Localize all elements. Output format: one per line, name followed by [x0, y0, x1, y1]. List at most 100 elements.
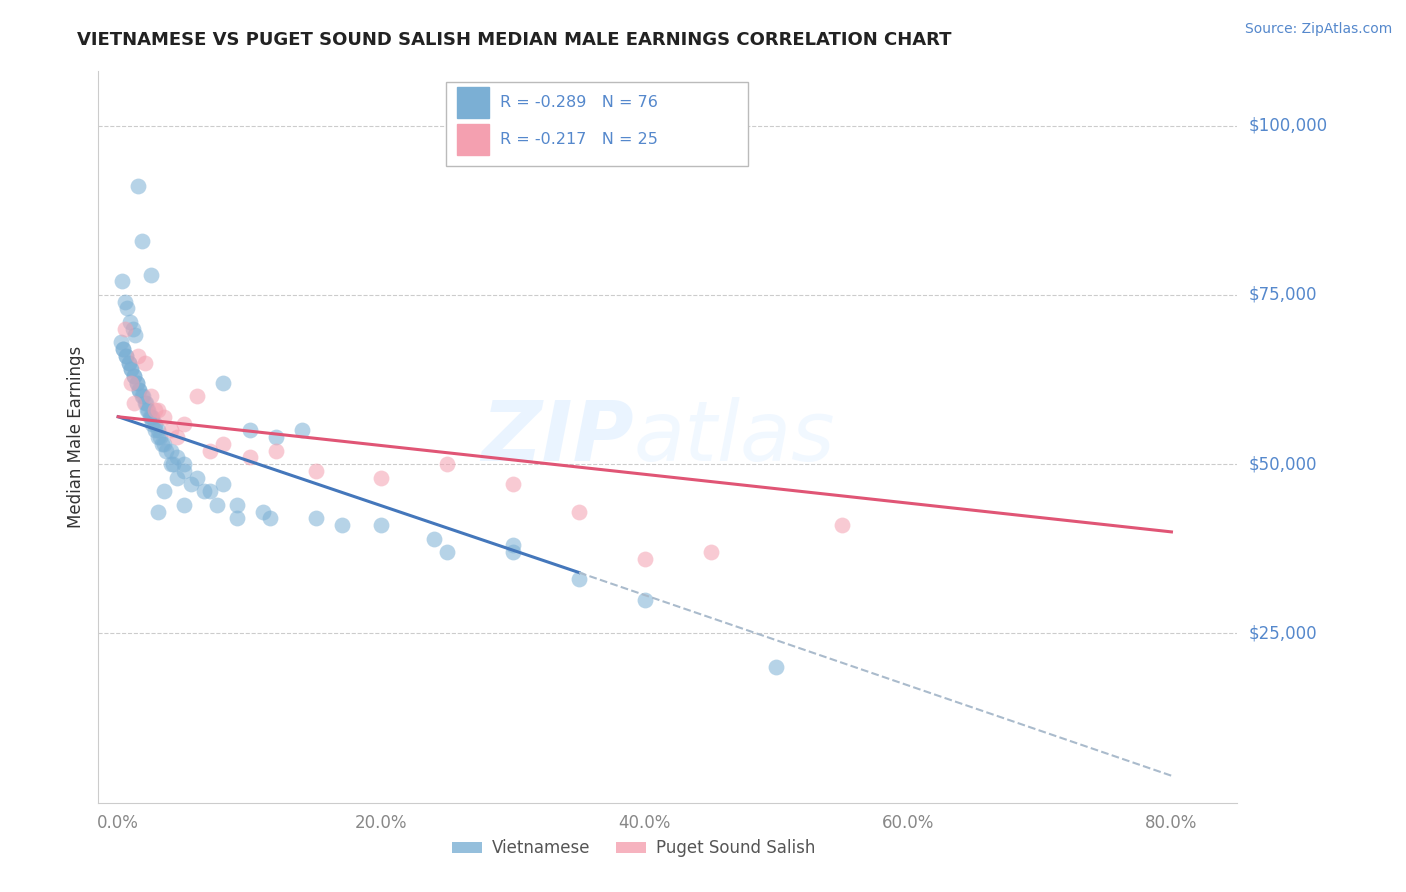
Point	[212, 437, 235, 451]
Bar	[457, 124, 489, 154]
Point	[239, 423, 262, 437]
Point	[122, 369, 145, 384]
Point	[141, 409, 163, 424]
FancyBboxPatch shape	[446, 82, 748, 167]
Point	[160, 423, 183, 437]
Point	[186, 389, 208, 403]
Point	[131, 234, 153, 248]
Text: $25,000: $25,000	[1249, 624, 1317, 642]
Point	[252, 505, 274, 519]
Point	[239, 450, 262, 465]
Point	[173, 417, 195, 431]
Point	[212, 376, 235, 390]
Point	[173, 464, 195, 478]
Point	[131, 389, 153, 403]
Point	[139, 409, 162, 424]
Point	[124, 328, 146, 343]
Point	[173, 498, 195, 512]
Point	[122, 369, 145, 384]
Point	[160, 457, 183, 471]
Point	[128, 383, 150, 397]
Text: $75,000: $75,000	[1249, 285, 1317, 304]
Legend: Vietnamese, Puget Sound Salish: Vietnamese, Puget Sound Salish	[446, 832, 821, 864]
Y-axis label: Median Male Earnings: Median Male Earnings	[66, 346, 84, 528]
Point	[149, 430, 172, 444]
Point	[831, 518, 853, 533]
Point	[436, 545, 458, 559]
Point	[370, 518, 392, 533]
Point	[765, 660, 787, 674]
Point	[120, 376, 142, 390]
Point	[305, 511, 328, 525]
Point	[134, 355, 156, 369]
Point	[370, 471, 392, 485]
Point	[141, 417, 163, 431]
Point	[502, 545, 524, 559]
Point	[146, 423, 169, 437]
Point	[153, 409, 176, 424]
Point	[568, 572, 591, 586]
Point	[120, 362, 142, 376]
Point	[568, 505, 591, 519]
Point	[128, 383, 150, 397]
Point	[291, 423, 314, 437]
Point	[305, 464, 328, 478]
Point	[114, 294, 136, 309]
Point	[634, 552, 657, 566]
Point	[118, 355, 141, 369]
Point	[114, 322, 136, 336]
Point	[502, 477, 524, 491]
Text: atlas: atlas	[634, 397, 835, 477]
Point	[264, 430, 287, 444]
Point	[110, 335, 132, 350]
Point	[699, 545, 721, 559]
Point	[153, 437, 176, 451]
Point	[139, 389, 162, 403]
Point	[117, 301, 139, 316]
Point	[146, 403, 169, 417]
Point	[115, 349, 138, 363]
Point	[162, 457, 184, 471]
Point	[160, 443, 183, 458]
Point	[118, 315, 141, 329]
Point	[634, 592, 657, 607]
Point	[115, 349, 138, 363]
Text: VIETNAMESE VS PUGET SOUND SALISH MEDIAN MALE EARNINGS CORRELATION CHART: VIETNAMESE VS PUGET SOUND SALISH MEDIAN …	[77, 31, 952, 49]
Point	[264, 443, 287, 458]
Point	[193, 484, 215, 499]
Point	[150, 437, 173, 451]
Point	[146, 430, 169, 444]
Point	[146, 505, 169, 519]
Point	[330, 518, 353, 533]
Point	[155, 443, 177, 458]
Point	[166, 430, 188, 444]
Point	[205, 498, 228, 512]
Text: R = -0.217   N = 25: R = -0.217 N = 25	[501, 132, 658, 147]
Point	[166, 450, 188, 465]
Point	[200, 484, 222, 499]
Point	[111, 274, 134, 288]
Point	[112, 342, 135, 356]
Point	[127, 349, 149, 363]
Point	[134, 396, 156, 410]
Point	[143, 403, 166, 417]
Point	[118, 355, 141, 369]
Text: $50,000: $50,000	[1249, 455, 1317, 473]
Point	[259, 511, 281, 525]
Point	[125, 376, 148, 390]
Point	[125, 376, 148, 390]
Point	[132, 389, 155, 403]
Point	[121, 322, 143, 336]
Point	[120, 362, 142, 376]
Point	[212, 477, 235, 491]
Point	[173, 457, 195, 471]
Point	[180, 477, 202, 491]
Point	[138, 403, 160, 417]
Point	[139, 268, 162, 282]
Text: $100,000: $100,000	[1249, 117, 1327, 135]
Text: Source: ZipAtlas.com: Source: ZipAtlas.com	[1244, 22, 1392, 37]
Point	[436, 457, 458, 471]
Bar	[457, 87, 489, 118]
Point	[153, 484, 176, 499]
Point	[423, 532, 446, 546]
